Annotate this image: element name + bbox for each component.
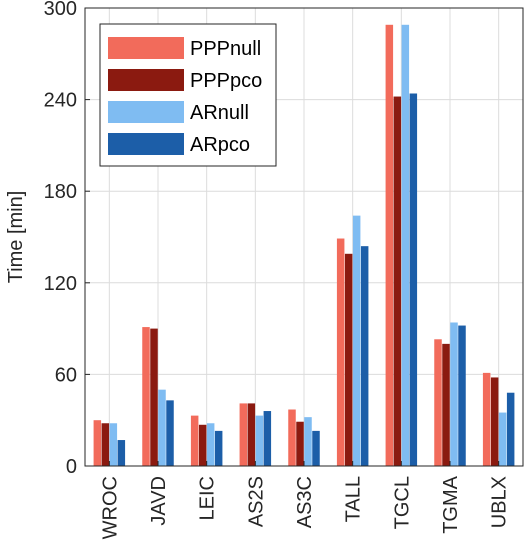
legend-swatch-ppppco [108,69,184,91]
y-axis-label: Time [min] [5,191,27,284]
x-tick-label: JAVD [148,476,170,526]
bar-ppppco-as2s [247,403,256,466]
bar-arpco-tgma [458,325,466,466]
bar-arpco-javd [166,400,174,466]
bar-pppnull-leic [190,415,199,466]
legend-label-ppppco: PPPpco [190,70,262,92]
bar-arnull-javd [158,389,166,466]
legend-label-arnull: ARnull [190,102,249,124]
legend-label-arpco: ARpco [190,134,250,156]
x-tick-label: WROC [99,476,121,539]
x-tick-label: LEIC [197,476,219,520]
bar-ppppco-tgma [442,343,450,466]
x-tick-label: TGMA [440,475,462,533]
bar-arnull-tgma [450,322,458,466]
x-tick-label: UBLX [489,476,511,528]
bar-ppppco-tall [344,253,353,466]
y-tick-label: 0 [66,456,77,478]
bar-arnull-as3c [304,417,312,466]
legend-label-pppnull: PPPnull [190,38,261,60]
bar-arnull-ublx [498,412,507,466]
legend-swatch-pppnull [108,37,184,59]
legend-entries: PPPnull PPPpco ARnull ARpco [108,37,262,156]
x-tick-label: AS3C [294,476,316,528]
bar-arnull-leic [206,423,215,466]
bar-arpco-leic [214,430,223,466]
y-tick-label: 300 [44,0,77,20]
y-tick-label: 60 [55,364,77,386]
x-tick-label: AS2S [245,476,267,527]
legend-swatch-arpco [108,133,184,155]
bar-arnull-as2s [255,415,264,466]
bar-pppnull-as3c [288,409,296,466]
bar-ppppco-wroc [101,423,110,466]
bar-arpco-tgcl [409,93,418,466]
bar-ppppco-leic [198,424,207,466]
x-tick-label: TGCL [391,476,413,529]
legend-swatch-arnull [108,101,184,123]
y-tick-label: 120 [44,273,77,295]
bar-arnull-tgcl [401,24,410,466]
bar-arpco-ublx [506,392,515,466]
bar-pppnull-wroc [93,420,102,466]
bar-pppnull-ublx [482,372,491,466]
bar-pppnull-tgma [434,339,442,466]
bar-ppppco-as3c [296,421,304,466]
axis-ticks: 0 60 120 180 240 300 WROC JAVD LEIC AS2S AS3C TALL T… [44,0,511,539]
bar-pppnull-tall [336,238,345,466]
bar-pppnull-as2s [239,403,248,466]
bar-ppppco-javd [150,328,158,466]
bar-pppnull-javd [142,327,150,466]
bar-arpco-as3c [312,430,320,466]
bar-arpco-wroc [117,440,126,466]
bars [93,24,515,467]
bar-arnull-wroc [109,423,118,466]
bar-pppnull-tgcl [385,24,394,466]
bar-arpco-tall [360,246,369,466]
bar-ppppco-tgcl [393,96,402,467]
bar-arnull-tall [352,215,361,466]
x-tick-label: TALL [343,476,365,522]
bar-arpco-as2s [263,411,272,466]
legend: PPPnull PPPpco ARnull ARpco [99,23,277,167]
y-tick-label: 180 [44,181,77,203]
y-tick-label: 240 [44,90,77,112]
bar-ppppco-ublx [490,377,499,466]
